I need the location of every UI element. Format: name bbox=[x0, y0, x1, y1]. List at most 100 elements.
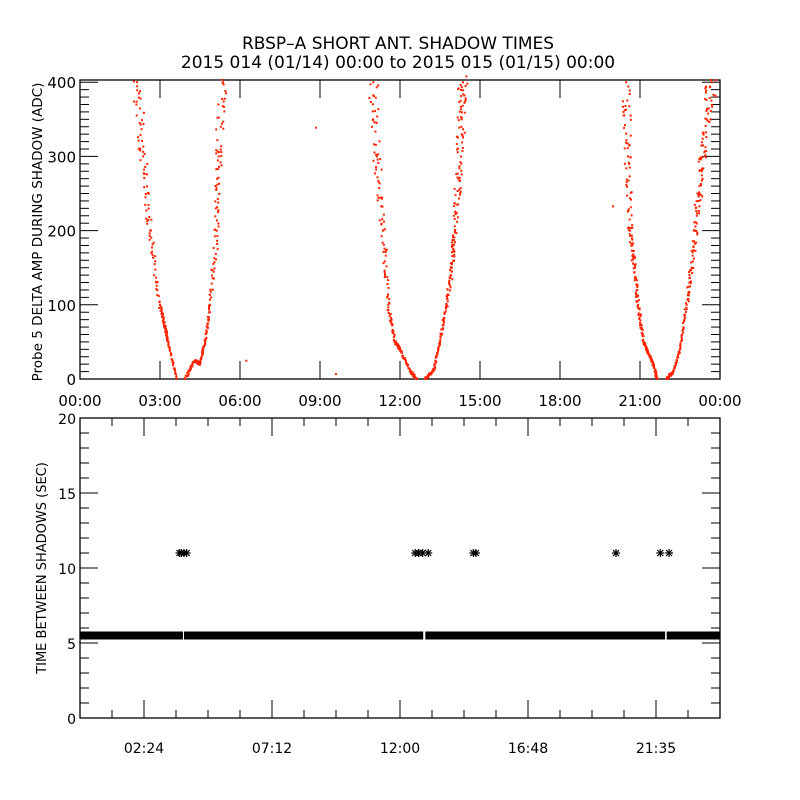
data-point bbox=[631, 255, 634, 258]
data-point bbox=[674, 365, 677, 368]
data-point bbox=[447, 294, 450, 297]
data-point bbox=[456, 176, 459, 179]
data-point bbox=[642, 339, 645, 342]
top-plot: 0 100 200 300 400 00:00 03:00 06:00 09:00 12:00 15… bbox=[47, 74, 741, 410]
data-point bbox=[154, 260, 157, 263]
data-point bbox=[200, 357, 203, 360]
data-point bbox=[445, 295, 448, 298]
data-point bbox=[629, 156, 632, 159]
data-point bbox=[407, 363, 410, 366]
data-point bbox=[457, 119, 460, 122]
data-point bbox=[146, 163, 149, 166]
data-point bbox=[625, 167, 628, 170]
data-point bbox=[634, 263, 637, 266]
data-point bbox=[626, 142, 629, 145]
data-point bbox=[158, 306, 161, 309]
data-point bbox=[401, 354, 404, 357]
data-point bbox=[692, 245, 695, 248]
data-point bbox=[654, 369, 657, 372]
data-point bbox=[215, 188, 218, 191]
data-point bbox=[207, 319, 210, 322]
data-point bbox=[711, 105, 714, 108]
data-point bbox=[155, 284, 158, 287]
data-point bbox=[136, 81, 139, 84]
data-point bbox=[145, 209, 148, 212]
bottom-y-axis-label: TIME BETWEEN SHADOWS (SEC) bbox=[35, 462, 50, 675]
data-point bbox=[137, 136, 140, 139]
data-point bbox=[377, 162, 380, 165]
data-point bbox=[216, 177, 219, 180]
data-point bbox=[698, 185, 701, 188]
data-point bbox=[391, 330, 394, 333]
data-point bbox=[625, 141, 628, 144]
data-point bbox=[697, 210, 700, 213]
data-point bbox=[629, 241, 632, 244]
data-point bbox=[702, 131, 705, 134]
data-point bbox=[154, 255, 157, 258]
data-point bbox=[216, 235, 219, 238]
data-point bbox=[691, 251, 694, 254]
data-point bbox=[458, 165, 461, 168]
data-point bbox=[709, 86, 712, 89]
data-point bbox=[446, 297, 449, 300]
data-point bbox=[625, 178, 628, 181]
data-point bbox=[387, 309, 390, 312]
data-point bbox=[623, 114, 626, 117]
data-point bbox=[708, 97, 711, 100]
data-point bbox=[160, 311, 163, 314]
data-point bbox=[687, 285, 690, 288]
data-point bbox=[387, 306, 390, 309]
data-point bbox=[705, 131, 708, 134]
data-point bbox=[189, 368, 192, 371]
data-point bbox=[148, 238, 151, 241]
y-tick-label: 0 bbox=[67, 712, 76, 728]
data-point bbox=[696, 212, 699, 215]
data-point bbox=[216, 183, 219, 186]
data-point bbox=[638, 307, 641, 310]
data-point bbox=[166, 338, 169, 341]
data-point bbox=[139, 147, 142, 150]
asterisk-stroke bbox=[612, 549, 620, 557]
data-point bbox=[453, 255, 456, 258]
data-point bbox=[460, 88, 463, 91]
data-point bbox=[697, 195, 700, 198]
data-point bbox=[451, 236, 454, 239]
data-point bbox=[680, 337, 683, 340]
data-point bbox=[378, 140, 381, 143]
data-point bbox=[460, 133, 463, 136]
data-point bbox=[382, 213, 385, 216]
data-point bbox=[463, 131, 466, 134]
data-point bbox=[652, 361, 655, 364]
data-point bbox=[210, 282, 213, 285]
data-point bbox=[640, 328, 643, 331]
data-point bbox=[627, 210, 630, 213]
top-y-axis-label: Probe 5 DELTA AMP DURING SHADOW (ADC) bbox=[30, 83, 46, 382]
data-point bbox=[637, 314, 640, 317]
data-point bbox=[635, 289, 638, 292]
data-point bbox=[372, 159, 375, 162]
data-point bbox=[172, 362, 175, 365]
data-point bbox=[631, 226, 634, 229]
data-point bbox=[667, 378, 670, 380]
data-point bbox=[640, 331, 643, 334]
data-point bbox=[156, 293, 159, 296]
data-point bbox=[202, 348, 205, 351]
data-point bbox=[219, 125, 222, 128]
data-point bbox=[442, 323, 445, 326]
data-point bbox=[641, 328, 644, 331]
data-point bbox=[133, 100, 136, 103]
y-tick-label: 300 bbox=[47, 148, 76, 166]
data-point bbox=[156, 281, 159, 284]
data-point bbox=[460, 95, 463, 98]
data-point bbox=[160, 307, 163, 310]
data-point bbox=[698, 169, 701, 172]
data-point bbox=[459, 190, 462, 193]
data-point bbox=[691, 260, 694, 263]
data-point bbox=[220, 122, 223, 125]
data-point bbox=[207, 311, 210, 314]
data-point bbox=[434, 359, 437, 362]
data-point bbox=[214, 215, 217, 218]
data-point bbox=[708, 120, 711, 123]
data-point bbox=[655, 374, 658, 377]
x-tick-label: 09:00 bbox=[298, 392, 341, 410]
